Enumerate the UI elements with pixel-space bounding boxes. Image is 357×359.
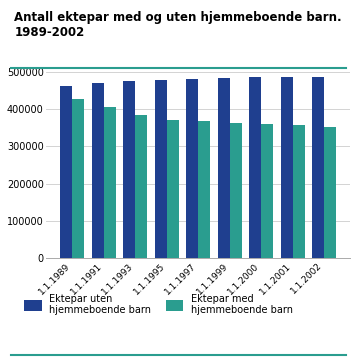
Bar [155, 80, 167, 258]
Bar [324, 127, 336, 258]
Bar [186, 79, 198, 258]
Bar [293, 125, 305, 258]
Bar [218, 78, 230, 258]
Bar [261, 124, 273, 258]
Bar [135, 115, 147, 258]
Bar [167, 120, 178, 258]
Text: Antall ektepar med og uten hjemmeboende barn.
1989-2002: Antall ektepar med og uten hjemmeboende … [14, 11, 342, 39]
Bar [60, 85, 72, 258]
Bar [198, 121, 210, 258]
Bar [72, 99, 84, 258]
Bar [104, 107, 116, 258]
Bar [123, 81, 135, 258]
Bar [281, 77, 293, 258]
Bar [92, 83, 104, 258]
Legend: Ektepar uten
hjemmeboende barn, Ektepar med
hjemmeboende barn: Ektepar uten hjemmeboende barn, Ektepar … [19, 289, 298, 320]
Bar [249, 78, 261, 258]
Bar [230, 123, 242, 258]
Bar [312, 77, 324, 258]
